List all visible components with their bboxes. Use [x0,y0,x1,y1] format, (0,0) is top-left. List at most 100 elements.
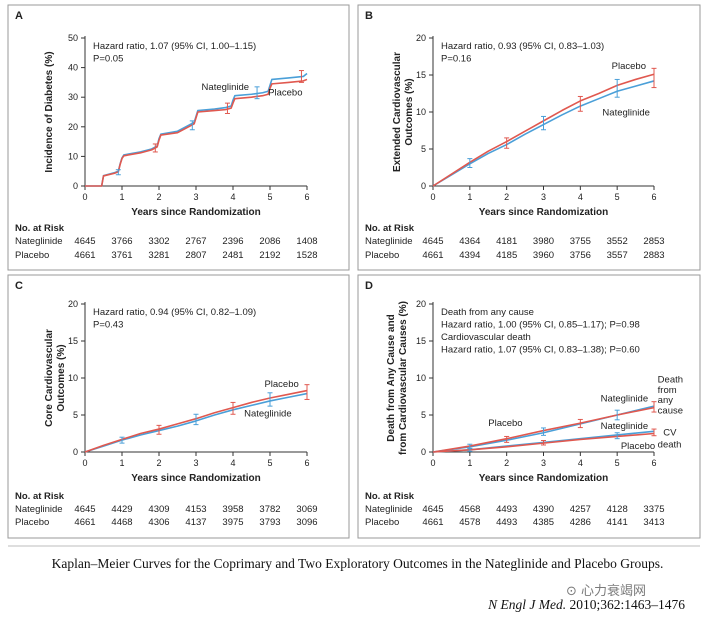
x-tick-label: 5 [615,192,620,202]
y-tick-label: 0 [73,181,78,191]
risk-value: 3958 [222,504,243,515]
citation-reference: 2010;362:1463–1476 [566,597,685,612]
risk-value: 4661 [422,250,443,261]
panel-letter: D [365,280,373,292]
risk-value: 2086 [259,236,280,247]
y-tick-label: 20 [68,122,78,132]
series-label: Placebo [264,379,298,390]
risk-value: 3375 [643,504,664,515]
panel-letter: C [15,280,23,292]
x-tick-label: 4 [230,192,235,202]
stats-text: P=0.43 [93,320,123,331]
panel-a: A 0 10 20 30 40 50 0 1 2 3 4 5 6 Years since Randomiza… [7,4,350,271]
risk-row-label: Placebo [15,250,49,261]
x-tick-label: 0 [430,458,435,468]
risk-value: 3413 [643,517,664,528]
risk-row-label: Placebo [15,517,49,528]
risk-value: 4493 [496,504,517,515]
y-axis-label-line: Core Cardiovascular [44,329,55,427]
series-label: from [658,385,677,396]
y-tick-label: 10 [416,373,426,383]
risk-value: 4306 [148,517,169,528]
risk-value: 4286 [570,517,591,528]
x-axis-label: Years since Randomization [479,473,609,484]
series-label: Nateglinide [601,394,649,405]
y-tick-label: 0 [73,447,78,457]
series-label: Nateglinide [244,408,292,419]
risk-value: 4468 [111,517,132,528]
risk-value: 4645 [422,236,443,247]
x-tick-label: 2 [156,458,161,468]
risk-value: 3302 [148,236,169,247]
y-tick-label: 15 [68,336,78,346]
stats-text: Death from any cause [441,307,534,318]
x-tick-label: 4 [578,458,583,468]
y-tick-label: 10 [68,151,78,161]
risk-row-label: Placebo [365,250,399,261]
risk-value: 1408 [296,236,317,247]
y-tick-label: 15 [416,70,426,80]
y-axis-label-line: Outcomes (%) [56,344,67,411]
x-axis-label: Years since Randomization [131,473,261,484]
x-tick-label: 6 [304,192,309,202]
risk-value: 4661 [74,250,95,261]
x-tick-label: 4 [230,458,235,468]
x-tick-label: 1 [119,192,124,202]
risk-table-title: No. at Risk [365,223,415,234]
risk-table-title: No. at Risk [15,491,65,502]
x-tick-label: 0 [82,192,87,202]
risk-value: 2396 [222,236,243,247]
x-tick-label: 3 [193,458,198,468]
x-tick-label: 6 [304,458,309,468]
risk-table-title: No. at Risk [365,491,415,502]
risk-value: 3960 [533,250,554,261]
x-tick-label: 5 [267,192,272,202]
series-label: cause [658,406,683,417]
series-label: Placebo [621,441,655,452]
stats-text: Cardiovascular death [441,332,531,343]
risk-value: 4153 [185,504,206,515]
risk-value: 2807 [185,250,206,261]
x-tick-label: 1 [467,192,472,202]
x-tick-label: 2 [504,192,509,202]
risk-value: 3755 [570,236,591,247]
y-axis-label-line: from Cardiovascular Causes (%) [398,301,409,455]
risk-value: 4181 [496,236,517,247]
risk-value: 4364 [459,236,480,247]
risk-value: 4429 [111,504,132,515]
watermark: ⊙ 心力衰竭网 [566,584,647,599]
series-label: Nateglinide [202,82,250,93]
risk-value: 3096 [296,517,317,528]
panel-letter: A [15,10,23,22]
risk-value: 3766 [111,236,132,247]
x-tick-label: 0 [82,458,87,468]
risk-value: 3552 [607,236,628,247]
series-label: Placebo [612,61,646,72]
stats-text: Hazard ratio, 1.00 (95% CI, 0.85–1.17); … [441,320,640,331]
risk-value: 2767 [185,236,206,247]
x-tick-label: 2 [156,192,161,202]
y-tick-label: 10 [416,107,426,117]
x-axis-label: Years since Randomization [479,207,609,218]
risk-value: 4390 [533,504,554,515]
y-axis-label: Core CardiovascularOutcomes (%) [44,329,67,427]
risk-value: 2853 [643,236,664,247]
series-line-nateglinide [432,80,655,187]
y-axis-label: Death from Any Cause andfrom Cardiovascu… [386,301,409,455]
stats-text: Hazard ratio, 1.07 (95% CI, 1.00–1.15) [93,41,256,52]
y-tick-label: 40 [68,63,78,73]
x-axis-label: Years since Randomization [131,207,261,218]
x-tick-label: 0 [430,192,435,202]
panel-border [7,4,350,271]
series-label: any [658,395,674,406]
stats-text: Hazard ratio, 1.07 (95% CI, 0.83–1.38); … [441,345,640,356]
y-axis-label-line: Extended Cardiovascular [392,52,403,172]
citation: N Engl J Med. 2010;362:1463–1476 [488,597,685,613]
risk-value: 3756 [570,250,591,261]
stats-text: Hazard ratio, 0.94 (95% CI, 0.82–1.09) [93,307,256,318]
risk-table-title: No. at Risk [15,223,65,234]
risk-value: 4137 [185,517,206,528]
risk-value: 3557 [607,250,628,261]
y-tick-label: 30 [68,92,78,102]
risk-row-label: Nateglinide [365,236,413,247]
